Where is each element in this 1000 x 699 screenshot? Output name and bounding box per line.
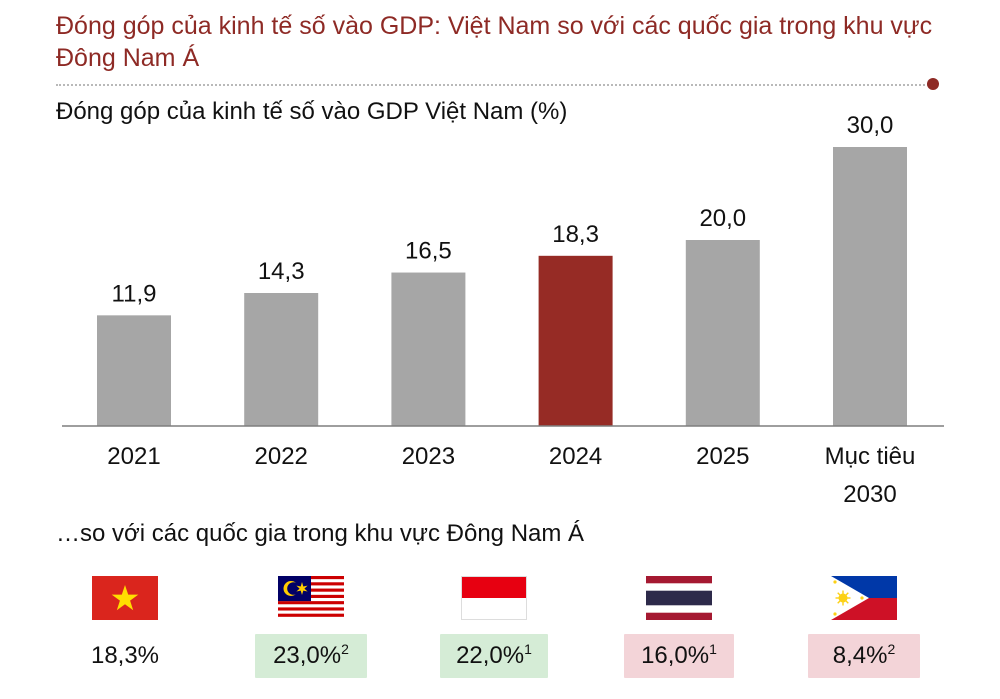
category-label-5-line-1: 2030 bbox=[843, 481, 896, 508]
bar-5 bbox=[833, 147, 907, 426]
vietnam-value: 18,3% bbox=[90, 642, 160, 669]
value-label-5: 30,0 bbox=[847, 112, 894, 139]
category-label-3: 2024 bbox=[549, 443, 602, 470]
divider-dot bbox=[927, 78, 939, 90]
chart-title: Đóng góp của kinh tế số vào GDP Việt Nam… bbox=[56, 98, 568, 125]
comparison-title: …so với các quốc gia trong khu vực Đông … bbox=[56, 520, 585, 547]
value-label-1: 14,3 bbox=[258, 258, 305, 285]
philippines-flag bbox=[831, 576, 897, 620]
bar-chart: 11,9 2021 14,3 2022 16,5 2023 18,3 2024 20,0 2025… bbox=[62, 112, 944, 508]
value-label-0: 11,9 bbox=[112, 280, 157, 307]
title-divider bbox=[56, 84, 932, 86]
country-comparison: 18,3% 23,0%2 bbox=[0, 570, 1000, 690]
value-label-4: 20,0 bbox=[699, 205, 746, 232]
vietnam-flag bbox=[92, 576, 158, 620]
country-vietnam: 18,3% bbox=[91, 570, 252, 690]
value-label-2: 16,5 bbox=[405, 238, 452, 265]
country-indonesia: 22,0%1 bbox=[440, 570, 600, 690]
category-label-5-line-0: Mục tiêu bbox=[825, 443, 916, 470]
bar-1 bbox=[244, 293, 319, 426]
indonesia-value: 22,0%1 bbox=[440, 634, 548, 678]
bar-4 bbox=[685, 240, 760, 426]
bar-2 bbox=[391, 272, 466, 426]
page-title: Đóng góp của kinh tế số vào GDP: Việt Na… bbox=[56, 12, 933, 72]
thailand-flag bbox=[646, 576, 712, 620]
thailand-value: 16,0%1 bbox=[624, 634, 734, 678]
indonesia-flag bbox=[461, 576, 527, 620]
country-malaysia: 23,0%2 bbox=[255, 570, 415, 690]
malaysia-flag bbox=[278, 576, 344, 620]
bar-0 bbox=[97, 315, 171, 426]
country-thailand: 16,0%1 bbox=[624, 570, 784, 690]
category-label-1: 2022 bbox=[255, 443, 308, 470]
bar-3 bbox=[538, 255, 613, 426]
category-label-4: 2025 bbox=[696, 443, 749, 470]
philippines-value: 8,4%2 bbox=[808, 634, 920, 678]
category-label-0: 2021 bbox=[107, 443, 160, 470]
category-label-2: 2023 bbox=[402, 443, 455, 470]
country-philippines: 8,4%2 bbox=[808, 570, 968, 690]
malaysia-value: 23,0%2 bbox=[255, 634, 367, 678]
value-label-3: 18,3 bbox=[552, 221, 599, 248]
